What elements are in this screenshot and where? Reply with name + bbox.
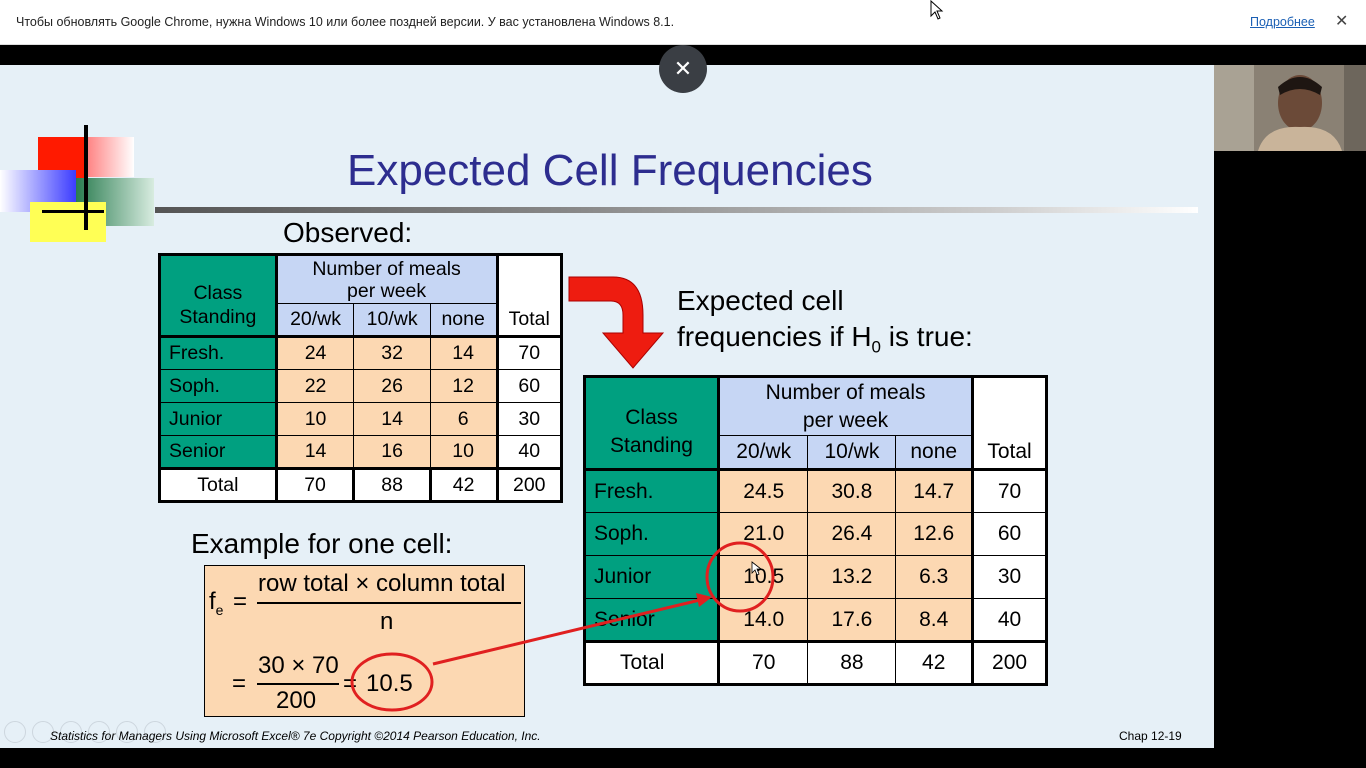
expected-cell: 14.7 — [895, 468, 974, 513]
expected-row-total: 70 — [971, 468, 1047, 513]
expected-row-total: 30 — [971, 555, 1047, 599]
observed-row-total: 40 — [495, 435, 563, 469]
expected-cell: 21.0 — [716, 512, 809, 556]
expected-group-header: Number of meals per week — [716, 376, 974, 436]
observed-cell: 16 — [353, 435, 431, 469]
expected-cell: 30.8 — [807, 468, 897, 513]
observed-cell: 14 — [274, 435, 355, 469]
observed-cell: 26 — [353, 369, 431, 403]
observed-row-label: Soph. — [159, 369, 277, 403]
expected-table: Class Standing Number of meals per week To… — [583, 375, 1048, 686]
mouse-cursor-icon — [930, 0, 944, 20]
title-divider — [155, 207, 1198, 213]
formula-lhs: fe — [209, 588, 224, 618]
expected-col-header: 20/wk — [716, 435, 809, 470]
observed-cell: 22 — [274, 369, 355, 403]
expected-col-total: 70 — [716, 640, 809, 685]
expected-grand-total: 200 — [971, 640, 1047, 685]
observed-row-label: Fresh. — [159, 335, 277, 370]
expected-cell: 14.0 — [716, 598, 809, 642]
formula-result: 10.5 — [366, 670, 413, 697]
observed-cell: 10 — [274, 402, 355, 436]
observed-cell: 32 — [353, 335, 431, 370]
expected-row-label: Soph. — [584, 512, 719, 556]
observed-cell: 12 — [429, 369, 498, 403]
formula-den2: 200 — [276, 687, 317, 714]
slide-canvas: Expected Cell Frequencies Observed: Clas… — [0, 65, 1214, 748]
formula-eq3: = — [343, 670, 358, 697]
example-label: Example for one cell: — [191, 528, 453, 559]
observed-cell: 10 — [429, 435, 498, 469]
observed-corner-header: Class Standing — [159, 254, 277, 337]
curved-arrow-icon — [568, 276, 665, 369]
viewer-close-button[interactable]: ✕ — [659, 45, 707, 93]
learn-more-link[interactable]: Подробнее — [1250, 15, 1315, 29]
presenter-video-icon — [1214, 65, 1366, 151]
formula-numerator: row total × column total — [258, 570, 506, 597]
expected-corner-header: Class Standing — [584, 376, 719, 470]
expected-row-total: 60 — [971, 512, 1047, 556]
expected-col-header: 10/wk — [807, 435, 897, 470]
observed-cell: 24 — [274, 335, 355, 370]
fraction-bar — [257, 602, 521, 604]
expected-cell-highlighted: 10.5 — [716, 555, 809, 599]
observed-grand-total: 200 — [495, 467, 563, 502]
expected-col-total: 42 — [895, 640, 974, 685]
observed-row-label: Junior — [159, 402, 277, 436]
expected-cell: 24.5 — [716, 468, 809, 513]
expected-total-header: Total — [971, 376, 1047, 470]
expected-row-total: 40 — [971, 598, 1047, 642]
observed-col-total: 88 — [352, 467, 431, 502]
close-icon: ✕ — [673, 56, 693, 81]
observed-col-header: 10/wk — [353, 303, 431, 337]
expected-row-label: Fresh. — [584, 468, 719, 513]
infobar-message: Чтобы обновлять Google Chrome, нужна Win… — [16, 15, 675, 29]
expected-col-total: 88 — [807, 640, 897, 685]
observed-label: Observed: — [283, 217, 413, 248]
fraction-bar — [257, 683, 339, 685]
formula-denominator: n — [380, 608, 394, 635]
observed-row-total: 60 — [495, 369, 563, 403]
expected-cell: 12.6 — [895, 512, 974, 556]
webcam-video — [1214, 65, 1366, 151]
expected-cell: 6.3 — [895, 555, 974, 599]
expected-cell: 26.4 — [807, 512, 897, 556]
observed-col-header: 20/wk — [274, 303, 355, 337]
expected-cell: 8.4 — [895, 598, 974, 642]
observed-total-row-label: Total — [159, 467, 277, 502]
observed-row-total: 70 — [495, 335, 563, 370]
formula-eq2: = — [232, 670, 247, 697]
observed-col-header: none — [429, 303, 498, 337]
observed-row-label: Senior — [159, 435, 277, 469]
expected-row-label: Senior — [584, 598, 719, 642]
observed-cell: 6 — [429, 402, 498, 436]
observed-total-header: Total — [495, 254, 563, 337]
observed-group-header: Number of meals per week — [274, 254, 498, 304]
formula-num2: 30 × 70 — [258, 652, 339, 679]
infobar-close-icon[interactable]: ✕ — [1335, 13, 1349, 30]
observed-cell: 14 — [429, 335, 498, 370]
expected-cell: 13.2 — [807, 555, 897, 599]
expected-row-label: Junior — [584, 555, 719, 599]
observed-row-total: 30 — [495, 402, 563, 436]
expected-cell: 17.6 — [807, 598, 897, 642]
slide-footer-page: Chap 12-19 — [1119, 729, 1182, 743]
slide-nav-controls[interactable] — [4, 721, 166, 743]
slide-footer-copyright: Statistics for Managers Using Microsoft … — [50, 729, 541, 743]
observed-col-total: 70 — [274, 467, 355, 502]
observed-col-total: 42 — [428, 467, 498, 502]
formula-box: fe = row total × column total n = 30 × 7… — [204, 565, 525, 717]
observed-cell: 14 — [353, 402, 431, 436]
formula-eq: = — [233, 588, 248, 615]
slide-decoration — [0, 65, 160, 245]
expected-label-line2: frequencies if H0 is true: — [677, 321, 973, 357]
observed-table: Class Standing Number of meals per week To… — [158, 253, 563, 503]
expected-total-row-label: Total — [584, 640, 719, 685]
slide-title: Expected Cell Frequencies — [347, 146, 873, 195]
update-infobar: Чтобы обновлять Google Chrome, нужна Win… — [0, 0, 1366, 45]
expected-label-line1: Expected cell — [677, 285, 844, 316]
expected-col-header: none — [895, 435, 974, 470]
